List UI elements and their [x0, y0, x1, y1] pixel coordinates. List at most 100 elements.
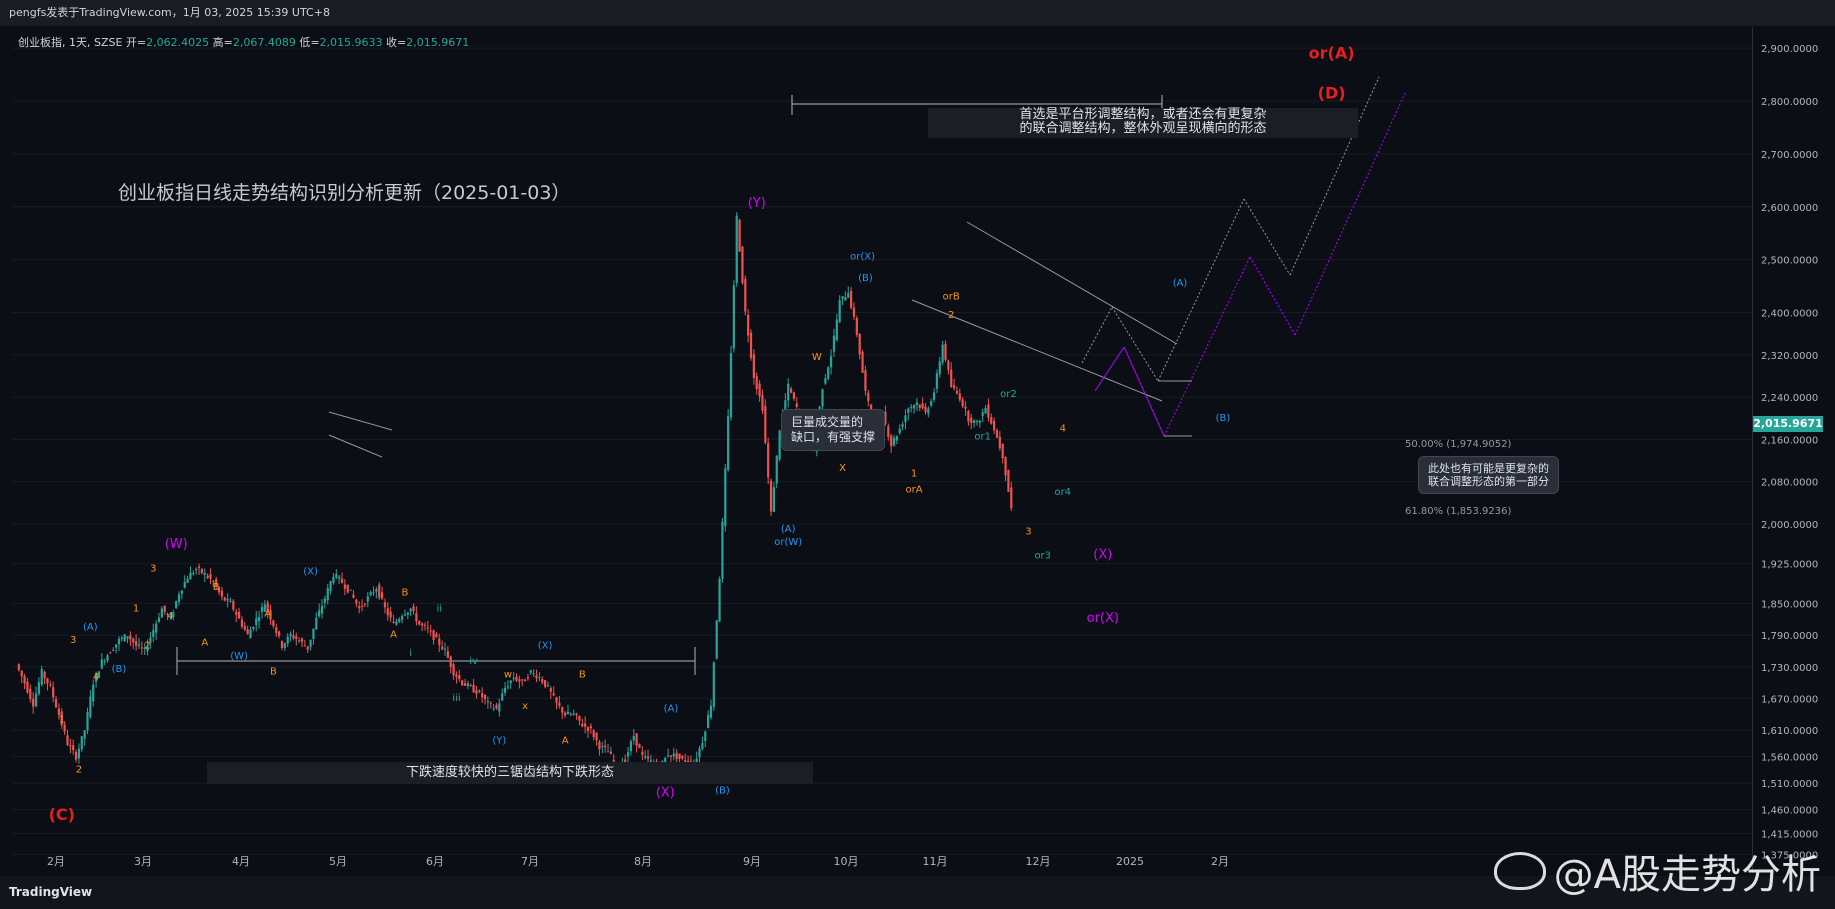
candle-body [372, 592, 375, 594]
y-tick-label: 2,080.0000 [1761, 478, 1818, 489]
candle-body [29, 688, 32, 699]
candle-body [841, 296, 844, 299]
wave-label: (W) [165, 537, 188, 552]
combo-note-callout[interactable]: 此处也有可能是更复杂的 联合调整形态的第一部分 [1418, 456, 1559, 494]
price-axis[interactable]: 2,900.0000 2,800.0000 2,700.0000 2,600.0000… [1752, 27, 1835, 873]
candle-body [469, 685, 472, 687]
close-label: 收= [386, 36, 407, 49]
alt-projection-line [1094, 346, 1125, 392]
candle-body [63, 724, 66, 732]
candle-body [921, 403, 924, 409]
candle-body [695, 758, 698, 763]
candle-body [486, 701, 489, 703]
candle-body [698, 748, 701, 758]
alt-projection-line [1163, 256, 1251, 437]
fib-50-label: 50.00% (1,974.9052) [1405, 439, 1512, 450]
x-tick-label: 7月 [521, 855, 539, 868]
candle-body [684, 760, 687, 764]
candle-body [303, 645, 306, 647]
candle-body [998, 436, 1001, 449]
candle-body [66, 735, 69, 746]
alt-projection-line [1123, 346, 1165, 437]
candle-body [203, 572, 206, 575]
candle-body [195, 569, 198, 571]
low-label: 低= [299, 36, 320, 49]
candle-body [481, 693, 484, 698]
candle-body [795, 403, 798, 408]
candle-body [704, 731, 707, 741]
candle-body [744, 279, 747, 312]
candle-body [177, 594, 181, 602]
candle-body [77, 748, 81, 759]
wave-label: or(X) [1087, 611, 1119, 626]
candle-body [429, 630, 432, 632]
candle-body [392, 622, 395, 624]
wave-label: A [264, 609, 271, 620]
wave-label: (B) [858, 273, 873, 284]
candle-body [426, 627, 429, 629]
candle-body [478, 690, 481, 692]
wave-label: 3 [150, 564, 156, 575]
bottom-range-note[interactable]: 下跌速度较快的三锯齿结构下跌形态 [207, 762, 813, 784]
wave-label: (B) [1216, 413, 1231, 424]
y-tick-label: 2,700.0000 [1761, 150, 1818, 161]
top-range-note[interactable]: 首选是平台形调整结构，或者还会有更复杂 的联合调整结构，整体外观呈现横向的形态 [928, 108, 1358, 138]
candle-body [664, 757, 667, 766]
candle-body [200, 568, 203, 574]
candle-body [278, 631, 281, 636]
candle-body [584, 723, 587, 727]
candle-body [137, 644, 141, 646]
candle-body [626, 752, 630, 757]
candle-body [412, 606, 415, 612]
candle-body [112, 650, 115, 652]
candle-body [232, 600, 235, 610]
candle-body [441, 646, 444, 650]
high-value: 2,067.4089 [232, 36, 296, 49]
candle-body [518, 679, 521, 682]
candle-body [987, 404, 990, 418]
wave-label: (W) [230, 651, 248, 662]
candle-body [718, 578, 721, 622]
tradingview-logo[interactable]: TradingView [9, 885, 93, 899]
candle-body [784, 400, 787, 414]
y-tick-label: 1,670.0000 [1761, 695, 1818, 706]
wave-label: 4 [93, 672, 99, 683]
candle-body [120, 637, 123, 639]
candle-body [109, 652, 112, 654]
candle-body [263, 604, 266, 612]
gap-note-callout[interactable]: 巨量成交量的 缺口，有强支撑 [781, 409, 886, 451]
candle-body [749, 332, 753, 358]
candle-body [37, 682, 40, 694]
candle-body [538, 677, 541, 679]
candle-body [180, 590, 183, 594]
candle-body [832, 335, 836, 352]
y-tick-label: 1,925.0000 [1761, 560, 1818, 571]
candle-body [401, 616, 404, 620]
fib-618-label: 61.80% (1,853.9236) [1405, 506, 1512, 517]
candle-body [186, 578, 189, 583]
candle-body [106, 655, 109, 661]
candle-body [86, 712, 89, 731]
candle-body [60, 711, 63, 726]
candle-body [604, 745, 607, 748]
wave-label: (A) [781, 524, 796, 535]
candle-body [197, 566, 201, 568]
candle-body [395, 621, 398, 625]
wave-label: (X) [538, 640, 553, 651]
candle-body [503, 687, 507, 693]
candle-body [498, 703, 501, 712]
wave-label: (B) [112, 664, 127, 675]
candle-body [595, 733, 598, 741]
candle-body [741, 246, 744, 284]
candle-body [492, 708, 495, 710]
candle-body [175, 601, 178, 608]
wedge-upper-line [966, 221, 1178, 345]
candle-body [318, 610, 321, 617]
trend-lines [176, 76, 1406, 675]
symbol-ohlc-line: 创业板指, 1天, SZSE 开=2,062.4025 高=2,067.4089… [18, 34, 469, 50]
wave-label: 1 [59, 714, 65, 725]
candle-body [787, 383, 790, 401]
candle-body [1010, 487, 1013, 509]
candle-body [629, 741, 632, 752]
y-tick-label: 1,375.0000 [1761, 850, 1818, 861]
